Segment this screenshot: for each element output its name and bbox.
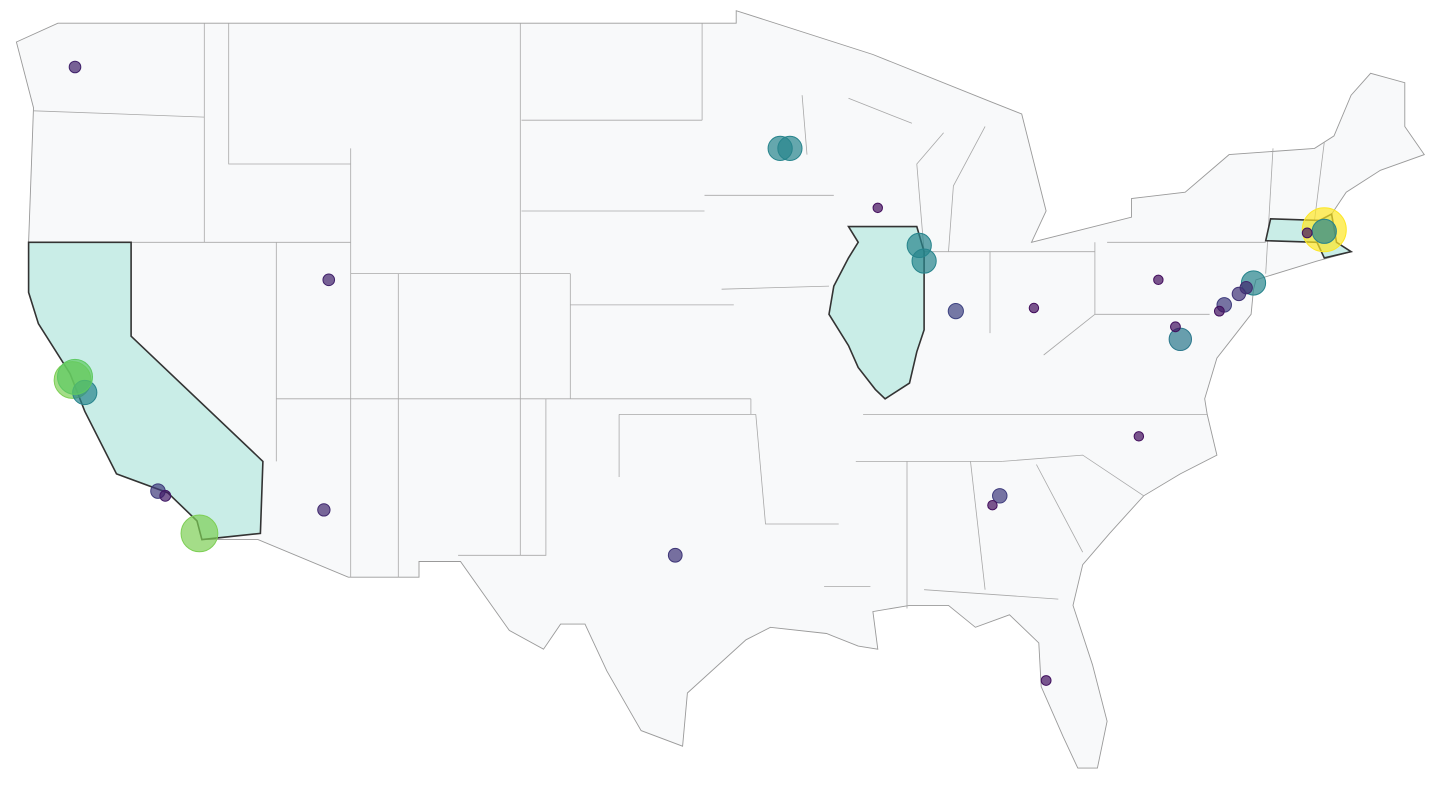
bubble xyxy=(180,514,219,553)
bubble xyxy=(1133,431,1145,442)
state-border xyxy=(970,461,986,590)
country-outline xyxy=(15,10,1426,769)
bubble xyxy=(1213,305,1225,317)
bubble xyxy=(992,488,1008,504)
highlighted-state xyxy=(828,225,925,400)
bubble xyxy=(987,499,998,511)
state-border xyxy=(916,132,944,252)
bubble xyxy=(1170,321,1181,333)
bubble xyxy=(1153,274,1164,286)
bubble xyxy=(1168,327,1193,352)
state-border xyxy=(755,414,839,525)
bubble xyxy=(1231,286,1247,302)
land-layer xyxy=(15,10,1426,769)
state-border xyxy=(721,285,830,290)
bubble xyxy=(317,503,331,517)
state-border xyxy=(848,97,913,124)
state-border xyxy=(1002,454,1144,497)
points-layer xyxy=(53,60,1347,686)
state-border xyxy=(801,95,808,155)
state-border xyxy=(33,110,205,118)
state-border xyxy=(1314,142,1325,221)
state-border xyxy=(1265,148,1274,274)
bubble xyxy=(159,489,172,502)
bubble xyxy=(57,358,93,395)
bubble xyxy=(911,248,937,274)
bubble xyxy=(872,202,883,214)
state-border xyxy=(458,398,547,556)
bubble xyxy=(322,273,336,287)
bubble xyxy=(667,547,683,563)
bubble xyxy=(947,303,964,320)
bubble xyxy=(777,135,803,161)
bubble xyxy=(1301,227,1313,239)
bubble xyxy=(1040,675,1052,686)
bubble xyxy=(1311,218,1337,244)
state-border xyxy=(228,23,351,165)
bubble xyxy=(1028,302,1040,314)
state-border xyxy=(948,126,986,252)
bubble xyxy=(68,60,82,74)
state-border xyxy=(924,589,1059,600)
highlighted-state xyxy=(27,241,264,541)
state-border xyxy=(1036,464,1084,553)
state-border xyxy=(1043,313,1096,356)
